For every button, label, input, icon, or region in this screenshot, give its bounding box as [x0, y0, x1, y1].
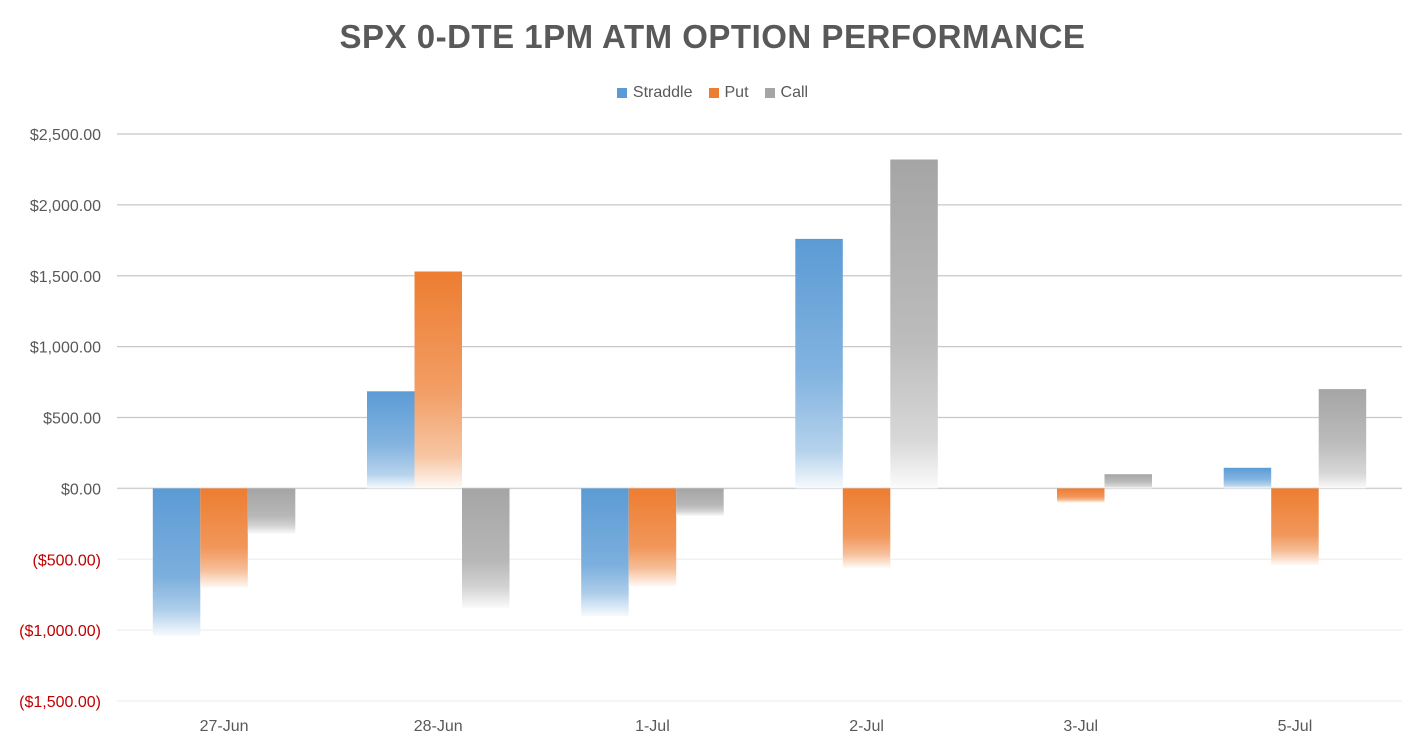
y-tick-label: ($1,500.00) [19, 694, 101, 711]
y-tick-label: $1,000.00 [30, 340, 101, 357]
bar-put-1-jul [628, 488, 677, 587]
bar-straddle-2-jul [795, 238, 843, 489]
bar-call-3-jul [1104, 474, 1152, 489]
x-tick-label-2-jul: 2-Jul [849, 718, 884, 735]
chart-legend: Straddle Put Call [0, 84, 1425, 102]
x-tick-label-28-jun: 28-Jun [414, 718, 463, 735]
legend-swatch-straddle [616, 88, 627, 98]
bar-put-2-jul [842, 488, 891, 568]
legend-swatch-call [764, 88, 775, 98]
bar-call-2-jul [890, 159, 938, 489]
chart-title: SPX 0-DTE 1PM ATM OPTION PERFORMANCE [339, 18, 1086, 55]
legend-item-call: Call [764, 84, 809, 102]
x-tick-label-3-jul: 3-Jul [1063, 718, 1098, 735]
x-tick-label-1-jul: 1-Jul [635, 718, 670, 735]
bar-call-28-jun [462, 488, 510, 609]
y-tick-label: ($500.00) [33, 552, 102, 569]
x-tick-label-27-jun: 27-Jun [200, 718, 249, 735]
y-tick-label: $2,500.00 [30, 127, 101, 144]
x-axis-ticks: 27-Jun 28-Jun 1-Jul 2-Jul 3-Jul 5-Jul [200, 718, 1313, 735]
bar-straddle-28-jun [367, 391, 415, 489]
legend-swatch-put [708, 88, 719, 98]
legend-item-put: Put [708, 84, 749, 102]
bar-put-28-jun [414, 271, 462, 489]
bar-straddle-27-jun [152, 488, 201, 636]
bar-put-3-jul [1057, 488, 1105, 503]
y-tick-label: ($1,000.00) [19, 623, 101, 640]
bar-put-27-jun [200, 488, 248, 588]
y-tick-label: $1,500.00 [30, 269, 101, 286]
y-axis-ticks: $2,500.00 $2,000.00 $1,500.00 $1,000.00 $500… [19, 127, 101, 711]
bar-call-27-jun [247, 488, 296, 534]
x-tick-label-5-jul: 5-Jul [1278, 718, 1313, 735]
y-tick-label: $2,000.00 [30, 198, 101, 215]
legend-item-straddle: Straddle [616, 84, 693, 102]
bar-put-5-jul [1271, 488, 1319, 565]
bar-call-5-jul [1318, 389, 1367, 489]
bar-straddle-5-jul [1223, 467, 1272, 489]
bars [152, 159, 1367, 636]
y-tick-label: $0.00 [61, 481, 101, 498]
bar-straddle-1-jul [581, 488, 629, 616]
y-tick-label: $500.00 [43, 411, 101, 428]
grid-lines [117, 133, 1402, 702]
legend-label-call: Call [780, 84, 809, 101]
legend-label-put: Put [724, 84, 749, 101]
bar-call-1-jul [676, 488, 724, 516]
legend-label-straddle: Straddle [632, 84, 693, 101]
